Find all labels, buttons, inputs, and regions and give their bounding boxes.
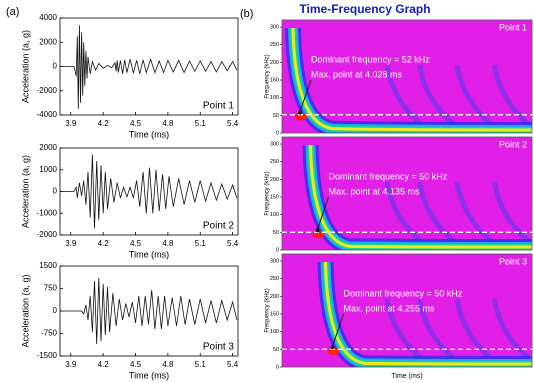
x-axis-label: Time (ms) xyxy=(391,373,422,380)
y-tick-label: -2000 xyxy=(37,230,58,239)
heatmap xyxy=(282,254,532,367)
y-tick-label: 200 xyxy=(270,60,279,66)
x-tick-label: 4.5 xyxy=(130,360,142,369)
y-tick-label: 750 xyxy=(44,284,58,293)
y-tick-label: 250 xyxy=(270,159,279,165)
y-tick-label: -1000 xyxy=(37,208,58,217)
y-tick-label: 300 xyxy=(270,259,279,265)
waveform-line xyxy=(60,25,238,109)
x-tick-label: 4.8 xyxy=(162,119,174,128)
waveform-line xyxy=(60,154,238,229)
y-axis-label: Frequency (kHz) xyxy=(265,171,271,215)
point-label: Point 2 xyxy=(203,221,235,232)
figure-title: Time-Frequency Graph xyxy=(299,2,430,16)
y-tick-label: 50 xyxy=(273,113,279,119)
plot-frame xyxy=(281,19,533,134)
annotation: Dominant frequency = 50 kHz xyxy=(344,288,463,298)
x-tick-label: 5.4 xyxy=(227,239,239,248)
panel-label: (b) xyxy=(240,8,253,20)
x-axis-label: Time (ms) xyxy=(129,129,169,139)
y-tick-label: 50 xyxy=(273,230,279,236)
heatmap-ridge xyxy=(309,144,532,249)
y-tick-label: 2000 xyxy=(39,143,57,152)
annotation-arrow xyxy=(317,196,329,230)
y-tick-label: 200 xyxy=(270,294,279,300)
y-tick-label: -4000 xyxy=(37,110,58,119)
y-tick-label: 0 xyxy=(276,364,279,370)
heatmap-ridge xyxy=(291,27,532,132)
y-tick-label: 200 xyxy=(270,177,279,183)
x-tick-label: 4.5 xyxy=(130,119,142,128)
x-tick-label: 4.5 xyxy=(130,239,142,248)
y-tick-label: -750 xyxy=(41,329,58,338)
x-tick-label: 3.9 xyxy=(65,119,77,128)
peak-marker xyxy=(330,345,335,350)
peak-marker xyxy=(315,228,320,233)
y-tick-label: 2000 xyxy=(39,37,57,46)
x-tick-label: 3.9 xyxy=(65,360,77,369)
panel-label: (a) xyxy=(6,6,19,18)
x-tick-label: 4.2 xyxy=(98,360,110,369)
x-tick-label: 5.1 xyxy=(195,360,207,369)
y-axis-label: Frequency (kHz) xyxy=(265,54,271,98)
x-tick-label: 5.1 xyxy=(195,239,207,248)
annotation: Max. point at 4.135 ms xyxy=(329,186,421,196)
y-tick-label: 300 xyxy=(270,142,279,148)
y-tick-label: 0 xyxy=(53,62,58,71)
annotation-arrow xyxy=(332,313,344,347)
heatmap-ridge xyxy=(324,261,532,366)
annotation: Max. point at 4.028 ms xyxy=(311,69,403,79)
y-tick-label: 250 xyxy=(270,276,279,282)
point-label: Point 2 xyxy=(499,139,527,149)
x-axis-label: Time (ms) xyxy=(129,370,169,380)
x-tick-label: 3.9 xyxy=(65,239,77,248)
x-tick-label: 4.2 xyxy=(98,119,110,128)
x-tick-label: 5.4 xyxy=(227,119,239,128)
peak-marker xyxy=(298,110,302,115)
point-label: Point 3 xyxy=(499,256,527,266)
y-tick-label: 1000 xyxy=(39,165,57,174)
waveform-line xyxy=(60,277,238,345)
y-tick-label: 100 xyxy=(270,329,279,335)
y-axis-label: Acceleration (a, g) xyxy=(20,155,30,228)
y-tick-label: 150 xyxy=(270,77,279,83)
annotation-arrow xyxy=(299,79,312,112)
x-tick-label: 5.1 xyxy=(195,119,207,128)
plot-frame xyxy=(281,253,533,368)
y-axis-label: Acceleration (a, g) xyxy=(20,274,30,347)
x-tick-label: 4.8 xyxy=(162,360,174,369)
plot-frame xyxy=(281,136,533,251)
x-tick-label: 4.2 xyxy=(98,239,110,248)
y-tick-label: -2000 xyxy=(37,86,58,95)
x-tick-label: 4.8 xyxy=(162,239,174,248)
x-tick-label: 5.4 xyxy=(227,360,239,369)
heatmap xyxy=(282,137,532,250)
y-tick-label: 0 xyxy=(276,130,279,136)
y-axis-label: Frequency (kHz) xyxy=(265,288,271,332)
y-tick-label: 300 xyxy=(270,25,279,31)
y-tick-label: 4000 xyxy=(39,13,57,22)
annotation: Dominant frequency = 52 kHz xyxy=(311,54,430,64)
y-tick-label: 50 xyxy=(273,347,279,353)
y-tick-label: 150 xyxy=(270,194,279,200)
y-tick-label: 100 xyxy=(270,95,279,101)
point-label: Point 3 xyxy=(203,342,235,353)
x-axis-label: Time (ms) xyxy=(129,249,169,259)
annotation: Dominant frequency = 50 kHz xyxy=(329,171,448,181)
y-tick-label: 0 xyxy=(276,247,279,253)
point-label: Point 1 xyxy=(499,22,527,32)
y-tick-label: 0 xyxy=(53,187,58,196)
y-axis-label: Acceleration (a, g) xyxy=(20,30,30,103)
y-tick-label: 100 xyxy=(270,212,279,218)
y-tick-label: -1500 xyxy=(37,351,58,360)
annotation: Max. point at 4.255 ms xyxy=(344,303,436,313)
point-label: Point 1 xyxy=(203,101,235,112)
y-tick-label: 150 xyxy=(270,311,279,317)
y-tick-label: 0 xyxy=(53,306,58,315)
y-tick-label: 1500 xyxy=(39,261,57,270)
y-tick-label: 250 xyxy=(270,42,279,48)
